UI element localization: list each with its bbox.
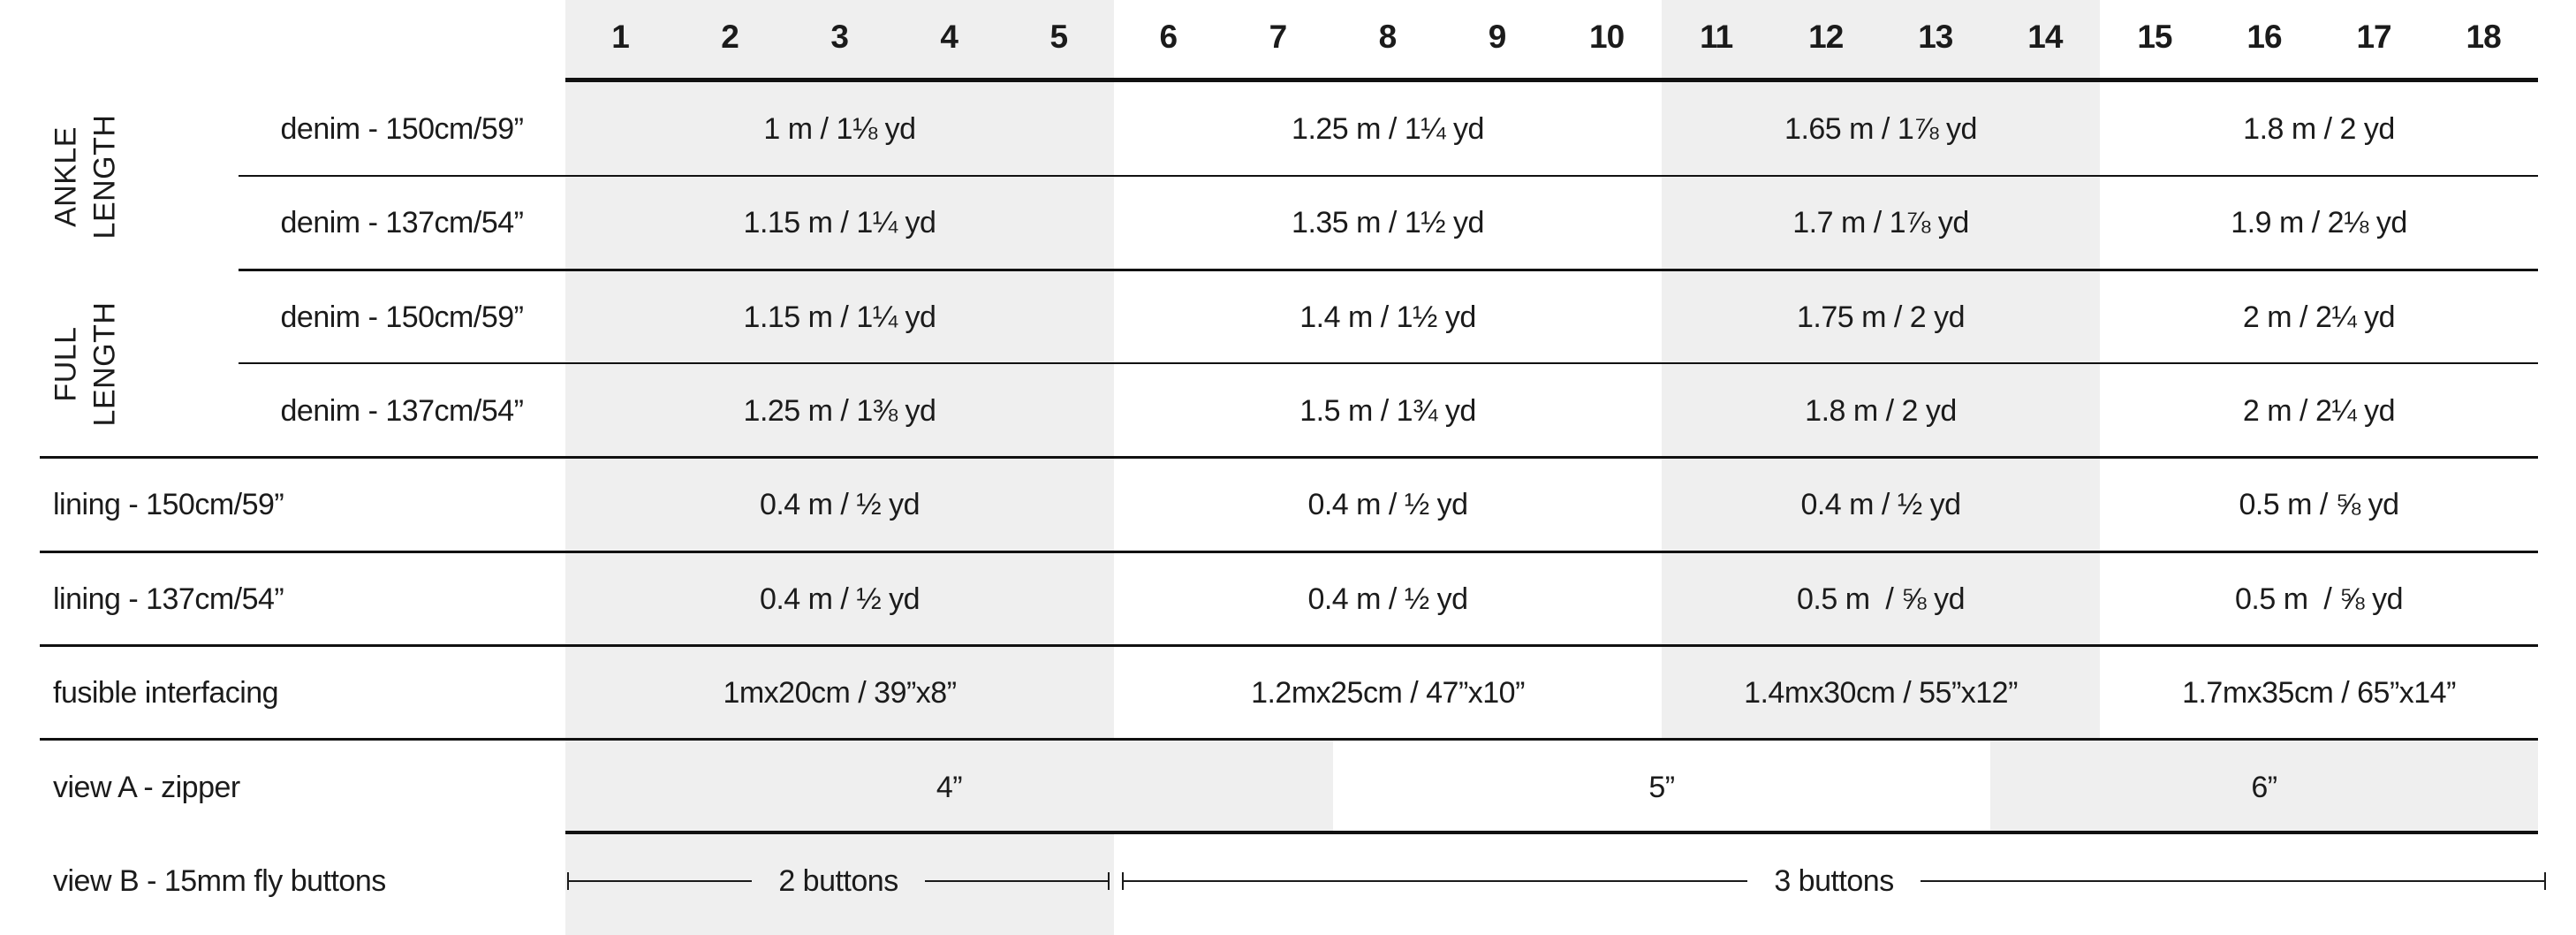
size-header-row: 1 2 3 4 5 6 7 8 9 10 11 12 13 14 15 16 1… (565, 0, 2538, 82)
row-label-denim-150-ankle: denim - 150cm/59” (280, 111, 524, 146)
section-label-line: LENGTH (87, 301, 122, 427)
row-divider-full-width (40, 456, 2538, 459)
marker-line (924, 880, 1109, 882)
row-divider-full-width (40, 551, 2538, 553)
shaded-stripe-sizes-11-14 (1662, 0, 2100, 741)
yardage-cell: 1.2mx25cm / 47”x10” (1251, 676, 1525, 710)
section-label-full-length: FULL LENGTH (32, 270, 138, 458)
size-column-header: 3 (830, 18, 849, 55)
buttons-span-marker-3: 3 buttons (1122, 834, 2547, 928)
zipper-cell-shade-4in (565, 741, 1333, 834)
row-divider (239, 175, 2538, 177)
header-underline (565, 78, 2538, 82)
row-label-denim-137-full: denim - 137cm/54” (280, 393, 524, 428)
row-label-view-a-zipper: view A - zipper (53, 770, 240, 804)
zipper-cell-shade-6in (1990, 741, 2538, 834)
yardage-cell: 1mx20cm / 39”x8” (723, 676, 957, 710)
row-label-denim-137-ankle: denim - 137cm/54” (280, 206, 524, 239)
zipper-row-underline (565, 831, 2538, 834)
size-column-header: 8 (1378, 18, 1398, 55)
size-column-header: 10 (1589, 18, 1625, 55)
yardage-cell: 2 m / 2¼ yd (2242, 300, 2396, 334)
size-column-header: 18 (2466, 18, 2502, 55)
yardage-cell: 1.7mx35cm / 65”x14” (2182, 676, 2456, 710)
yardage-cell: 0.4 m / ½ yd (759, 582, 921, 616)
yardage-cell: 0.4 m / ½ yd (1800, 488, 1961, 521)
section-label-ankle-length: ANKLE LENGTH (32, 82, 138, 270)
yardage-cell: 1 m / 1⅛ yd (763, 111, 916, 146)
zipper-length-cell: 5” (1648, 770, 1675, 804)
yardage-cell: 1.25 m / 1¼ yd (1292, 111, 1484, 146)
size-column-header: 2 (721, 18, 739, 55)
marker-end-tick (1122, 872, 1124, 890)
row-divider-full-width (40, 644, 2538, 647)
size-column-header: 9 (1488, 18, 1507, 55)
row-label-view-b-buttons: view B - 15mm fly buttons (53, 863, 386, 898)
yardage-cell: 1.25 m / 1⅜ yd (743, 393, 936, 428)
yardage-cell: 0.4 m / ½ yd (759, 488, 921, 521)
yardage-cell: 1.9 m / 2⅛ yd (2231, 206, 2407, 239)
yardage-cell: 0.5 m / ⅝ yd (2239, 488, 2399, 521)
size-column-header: 7 (1269, 18, 1288, 55)
marker-line (1920, 880, 2545, 882)
size-column-header: 1 (611, 18, 630, 55)
yardage-cell: 0.4 m / ½ yd (1307, 488, 1468, 521)
yardage-cell: 2 m / 2¼ yd (2242, 393, 2396, 428)
yardage-cell: 1.65 m / 1⅞ yd (1784, 111, 1977, 146)
marker-end-tick (567, 872, 569, 890)
yardage-cell: 0.5 m / ⅝ yd (2234, 582, 2404, 616)
yardage-cell: 1.8 m / 2 yd (2243, 111, 2395, 146)
row-divider (239, 362, 2538, 364)
yardage-cell: 1.75 m / 2 yd (1796, 300, 1966, 334)
marker-line (1124, 880, 1748, 882)
yardage-cell: 1.4mx30cm / 55”x12” (1744, 676, 2018, 710)
marker-end-tick (1108, 872, 1110, 890)
row-label-denim-150-full: denim - 150cm/59” (280, 300, 524, 334)
row-label-fusible-interfacing: fusible interfacing (53, 676, 279, 710)
yardage-cell: 1.15 m / 1¼ yd (743, 300, 936, 334)
yardage-cell: 1.15 m / 1¼ yd (743, 206, 936, 239)
yardage-cell: 0.4 m / ½ yd (1307, 582, 1468, 616)
buttons-cell-shade-1-5 (565, 834, 1114, 935)
size-column-header: 4 (940, 18, 958, 55)
buttons-count-label: 2 buttons (778, 863, 898, 898)
size-column-header: 17 (2356, 18, 2391, 55)
size-column-header: 13 (1918, 18, 1953, 55)
zipper-length-cell: 4” (936, 770, 963, 804)
row-label-lining-150: lining - 150cm/59” (53, 488, 284, 521)
marker-line (569, 880, 753, 882)
size-column-header: 5 (1049, 18, 1068, 55)
buttons-span-marker-2: 2 buttons (567, 834, 1110, 928)
size-column-header: 15 (2137, 18, 2172, 55)
section-label-line: LENGTH (87, 114, 122, 239)
zipper-length-cell: 6” (2251, 770, 2277, 804)
marker-end-tick (2544, 872, 2547, 890)
section-label-line: FULL (49, 326, 83, 402)
size-column-header: 11 (1700, 18, 1733, 55)
yardage-cell: 1.8 m / 2 yd (1805, 393, 1957, 428)
yardage-cell: 1.5 m / 1¾ yd (1299, 393, 1476, 428)
section-divider-ankle-full (239, 269, 2538, 271)
row-divider-full-width (40, 738, 2538, 741)
section-label-line: ANKLE (49, 125, 83, 227)
size-column-header: 16 (2246, 18, 2282, 55)
yardage-cell: 1.7 m / 1⅞ yd (1792, 206, 1969, 239)
row-label-lining-137: lining - 137cm/54” (53, 582, 284, 616)
size-column-header: 6 (1159, 18, 1178, 55)
yardage-cell: 0.5 m / ⅝ yd (1796, 582, 1966, 616)
yardage-cell: 1.35 m / 1½ yd (1292, 206, 1484, 239)
size-column-header: 12 (1808, 18, 1844, 55)
yardage-cell: 1.4 m / 1½ yd (1299, 300, 1476, 334)
shaded-stripe-sizes-1-5 (565, 0, 1114, 741)
size-column-header: 14 (2027, 18, 2063, 55)
buttons-count-label: 3 buttons (1774, 863, 1894, 898)
